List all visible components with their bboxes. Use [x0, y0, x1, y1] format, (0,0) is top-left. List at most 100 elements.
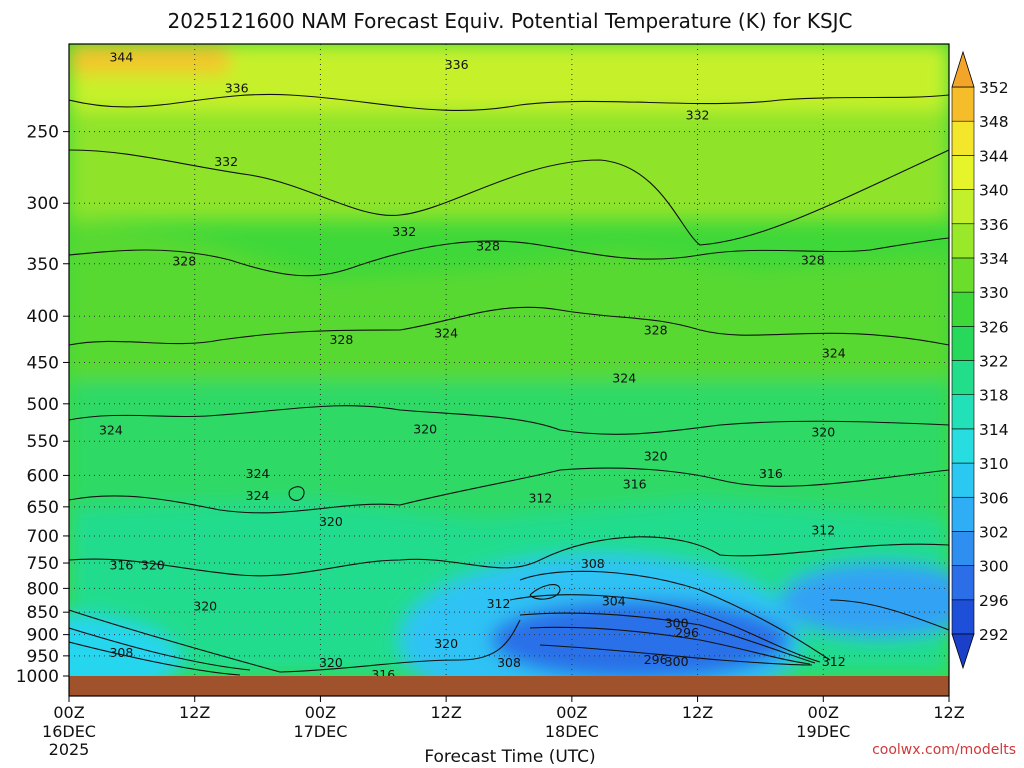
colorbar-swatch: [951, 326, 975, 361]
y-tick-label: 500: [27, 395, 59, 415]
contour-296b: [539, 644, 813, 666]
colorbar: 292 296 300 302 306 310 314 318 322 326 330 334 336 3…: [951, 50, 1009, 670]
x-tick-label: 12Z: [179, 703, 210, 722]
colorbar-swatch: [951, 599, 975, 635]
colorbar-label: 336: [979, 216, 1009, 234]
contour-label: 304: [602, 593, 626, 608]
contour-label: 312: [528, 490, 552, 505]
colorbar-label: 340: [979, 182, 1009, 200]
contour-300: [519, 612, 816, 664]
field-mid-band: [69, 220, 949, 400]
y-tick-label: 300: [27, 194, 59, 214]
contour-label: 324: [822, 346, 846, 361]
colorbar-swatch: [951, 360, 975, 395]
contour-label: 320: [193, 599, 217, 614]
x-tick-label: 16DEC: [42, 722, 96, 741]
contour-label: 328: [329, 332, 353, 347]
colorbar-label: 322: [979, 353, 1009, 371]
colorbar-label: 306: [979, 489, 1009, 507]
field-cold-pool-east: [780, 562, 949, 638]
colorbar-label: 314: [979, 421, 1009, 439]
contour-316: [69, 467, 949, 514]
contour-label: 324: [246, 488, 270, 503]
contour-312: [69, 536, 949, 577]
contour-label: 316: [109, 558, 133, 573]
y-tick-label: 1000: [16, 667, 59, 687]
contour-label: 328: [172, 254, 196, 269]
contour-label: 300: [665, 616, 689, 631]
x-tick-label: 00Z: [808, 703, 839, 722]
colorbar-swatch: [951, 257, 975, 293]
gridlines: [69, 44, 949, 676]
contour-label: 308: [109, 645, 133, 660]
contour-label: 332: [214, 154, 238, 169]
contour-310-west: [69, 609, 521, 673]
colorbar-label: 348: [979, 113, 1009, 131]
theta-e-field: 344 336 336 332 332 332 328 328 328 328 324 328 324 3…: [69, 44, 949, 682]
colorbar-label: 352: [979, 79, 1009, 97]
field-cold-pool-west: [69, 615, 180, 676]
colorbar-swatch: [951, 155, 975, 190]
field-warm-top: [69, 44, 229, 74]
contour-label: 300: [665, 654, 689, 669]
colorbar-label: 310: [979, 455, 1009, 473]
contour-label: 328: [801, 252, 825, 267]
contour-label: 320: [319, 514, 343, 529]
contour-label: 308: [581, 556, 605, 571]
contour-label: 332: [392, 224, 416, 239]
contour-label: 320: [413, 422, 437, 437]
contour-label: 320: [811, 425, 835, 440]
contour-308-east: [519, 570, 831, 661]
x-axis-label: Forecast Time (UTC): [424, 747, 595, 767]
contour-label: 312: [822, 654, 846, 669]
contour-label: 316: [623, 476, 647, 491]
colorbar-swatch: [951, 496, 975, 532]
colorbar-label: 318: [979, 387, 1009, 405]
colorbar-max-arrow: [951, 50, 975, 88]
credit-label: coolwx.com/modelts: [872, 742, 1016, 758]
contour-label: 320: [319, 655, 343, 670]
x-tick-label: 2025: [49, 740, 90, 759]
colorbar-label: 292: [979, 626, 1009, 644]
contour-label: 308: [497, 655, 521, 670]
contour-304: [509, 594, 821, 663]
y-tick-label: 900: [27, 626, 59, 646]
contour-label: 316: [759, 466, 783, 481]
colorbar-swatch: [951, 565, 975, 601]
x-tick-label: 17DEC: [293, 722, 347, 741]
x-tick-label: 12Z: [933, 703, 964, 722]
x-tick-label: 12Z: [430, 703, 461, 722]
y-tick-label: 250: [27, 123, 59, 143]
colorbar-min-arrow: [951, 633, 975, 670]
colorbar-swatch: [951, 291, 975, 327]
colorbar-label: 344: [979, 147, 1009, 165]
contour-336: [69, 93, 949, 112]
contour-label: 332: [686, 108, 710, 123]
contour-324: [69, 306, 949, 346]
x-tick-label: 19DEC: [796, 722, 850, 741]
x-tick-label: 18DEC: [545, 722, 599, 741]
contour-label: 320: [644, 449, 668, 464]
contour-label: 320: [434, 636, 458, 651]
y-tick-label: 450: [27, 353, 59, 373]
contour-320: [69, 405, 949, 435]
y-tick-label: 350: [27, 255, 59, 275]
y-tick-label: 700: [27, 527, 59, 547]
y-axis: 250 300 350 400 450 500 550 600 650 700 750 800 850 9…: [16, 123, 69, 687]
contour-332: [69, 149, 949, 246]
x-tick-label: 00Z: [305, 703, 336, 722]
contour-label: 316: [371, 667, 395, 682]
colorbar-swatch: [951, 394, 975, 430]
contour-label: 324: [612, 371, 636, 386]
chart-title: 2025121600 NAM Forecast Equiv. Potential…: [167, 9, 852, 33]
colorbar-label: 330: [979, 284, 1009, 302]
colorbar-swatch: [951, 428, 975, 464]
contour-label: 324: [99, 422, 123, 437]
contour-lines: [69, 93, 949, 676]
contour-label: 320: [141, 558, 165, 573]
contour-label: 336: [225, 81, 249, 96]
contour-label: 324: [246, 466, 270, 481]
contour-328: [69, 237, 949, 277]
